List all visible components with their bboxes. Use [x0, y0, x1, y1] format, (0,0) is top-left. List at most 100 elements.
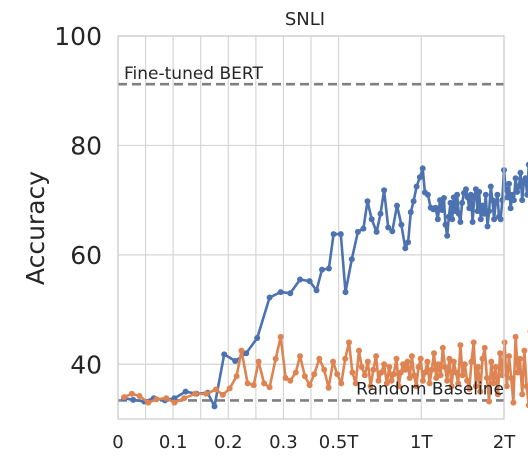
x-tick-labels: 0 0.1 0.2 0.3 0.5T 1T 2T: [112, 432, 516, 453]
data-point-1-113: [525, 402, 528, 409]
data-point-1-41: [361, 372, 368, 379]
data-point-1-21: [277, 333, 284, 340]
data-point-1-71: [433, 375, 440, 381]
reference-label-0: Fine-tuned BERT: [124, 64, 263, 84]
data-point-1-17: [255, 358, 262, 365]
data-point-1-112: [523, 383, 528, 390]
data-point-0-23: [337, 231, 344, 238]
data-point-0-77: [482, 191, 489, 198]
data-point-0-69: [469, 219, 476, 225]
data-point-1-15: [244, 380, 251, 387]
data-point-0-62: [457, 219, 464, 225]
data-point-1-45: [373, 353, 380, 360]
data-point-1-85: [464, 377, 471, 384]
data-point-0-53: [442, 221, 449, 228]
data-point-1-66: [422, 369, 429, 376]
data-point-0-6: [182, 388, 189, 395]
data-point-0-49: [434, 216, 441, 223]
data-point-1-59: [406, 375, 413, 381]
x-tick-label-1: 0.1: [159, 432, 188, 453]
data-point-1-24: [292, 369, 299, 376]
data-point-1-81: [455, 380, 462, 387]
data-point-1-5: [163, 395, 170, 402]
data-point-1-26: [301, 373, 308, 380]
data-point-0-16: [287, 290, 294, 297]
series-line-1: [123, 335, 528, 407]
data-point-0-43: [419, 165, 426, 172]
data-point-0-37: [402, 245, 409, 252]
data-point-0-10: [221, 351, 228, 358]
data-point-0-91: [506, 180, 512, 187]
data-point-0-95: [512, 175, 519, 182]
data-point-1-98: [492, 364, 499, 370]
data-point-1-99: [494, 391, 501, 398]
data-point-1-38: [352, 380, 359, 387]
data-point-1-29: [316, 355, 323, 362]
data-point-0-38: [405, 239, 412, 246]
data-point-1-95: [486, 398, 493, 405]
data-point-1-4: [153, 396, 160, 403]
data-point-1-110: [519, 391, 526, 398]
data-point-0-73: [476, 188, 483, 195]
data-point-1-35: [342, 355, 349, 362]
series-line-0: [123, 163, 528, 408]
data-point-1-54: [395, 383, 402, 390]
data-point-0-25: [348, 256, 355, 263]
data-point-0-54: [444, 232, 451, 239]
data-point-1-46: [375, 377, 382, 384]
data-point-0-72: [474, 208, 481, 215]
data-point-1-43: [367, 383, 374, 390]
y-tick-label-0: 40: [70, 350, 102, 379]
data-point-0-35: [394, 202, 400, 209]
data-point-1-9: [203, 390, 210, 397]
data-point-1-49: [383, 380, 390, 387]
data-point-1-93: [481, 344, 488, 351]
data-point-1-96: [488, 358, 495, 365]
data-point-0-82: [491, 216, 498, 223]
data-point-0-5: [171, 395, 178, 402]
data-point-0-28: [364, 198, 371, 205]
data-point-1-70: [431, 350, 437, 357]
data-point-0-11: [232, 358, 239, 364]
data-point-1-72: [435, 361, 442, 368]
data-point-1-3: [145, 399, 152, 406]
data-point-0-60: [454, 191, 461, 198]
data-point-0-31: [377, 210, 384, 217]
data-point-1-47: [378, 369, 385, 376]
data-point-1-27: [306, 382, 313, 389]
data-point-1-88: [470, 339, 477, 346]
data-point-0-1: [130, 396, 137, 403]
data-point-1-30: [321, 366, 328, 373]
data-point-0-98: [517, 169, 524, 176]
data-point-1-62: [413, 383, 420, 390]
data-point-1-86: [466, 385, 473, 392]
x-tick-label-6: 2T: [493, 432, 516, 453]
data-point-1-34: [338, 380, 345, 387]
data-point-1-0: [121, 394, 128, 401]
data-point-1-74: [439, 344, 446, 351]
data-point-0-76: [481, 210, 488, 217]
data-point-1-6: [171, 399, 178, 406]
data-point-1-48: [381, 361, 388, 368]
data-point-1-13: [233, 373, 240, 380]
data-point-0-51: [439, 207, 445, 213]
data-point-1-39: [356, 347, 362, 354]
data-point-0-75: [479, 202, 486, 209]
data-point-1-78: [448, 383, 455, 390]
y-tick-label-3: 100: [54, 22, 102, 51]
data-point-1-64: [417, 355, 424, 362]
x-tick-label-4: 0.5T: [319, 432, 360, 453]
data-point-0-34: [389, 228, 396, 235]
data-point-0-93: [509, 191, 516, 198]
data-point-0-61: [455, 210, 462, 217]
data-point-1-12: [226, 385, 233, 392]
data-point-0-33: [385, 224, 392, 231]
data-point-1-80: [453, 369, 459, 376]
y-tick-labels: 40 60 80 100: [54, 22, 102, 379]
data-point-1-18: [261, 380, 268, 387]
chart-title: SNLI: [285, 9, 325, 30]
data-point-1-22: [282, 375, 289, 381]
data-point-1-33: [334, 371, 341, 378]
data-point-0-79: [486, 208, 493, 215]
data-point-0-52: [440, 195, 447, 201]
